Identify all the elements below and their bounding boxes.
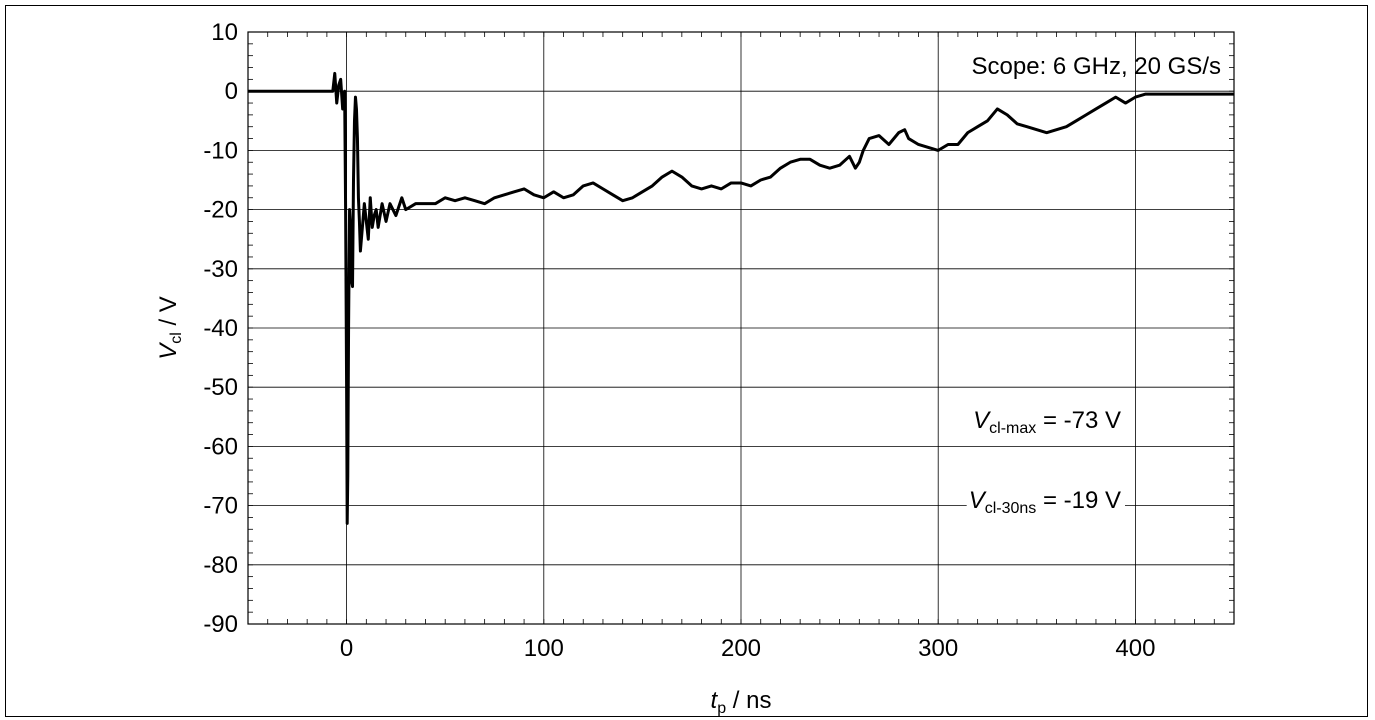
chart-svg: 0 100 200 300 400100-10-20-30-40-50-60-70-80… [155,19,1235,717]
v30-value: = -19 V [1036,487,1121,514]
grid [248,32,1234,624]
tick-labels: 0 100 200 300 400100-10-20-30-40-50-60-70-80… [203,19,1155,662]
x-tick-label: 300 [918,635,958,662]
y-tick-label: -80 [203,552,238,579]
chart-frame: 0 100 200 300 400 10 0 -10 -20 -30 -40 -50 -60 -70 -80… [5,5,1368,717]
x-axis-label: tp / ns [711,687,772,717]
vmax-annotation: Vcl-max = -73 V [973,407,1121,437]
y-tick-label: -20 [203,197,238,224]
y-tick-label: -70 [203,493,238,520]
y-axis-label-main: V [155,342,182,360]
y-tick-label: -10 [203,137,238,164]
plot-border [247,31,1235,625]
vmax-value: = -73 V [1036,407,1121,434]
vmax-sub: cl-max [989,420,1036,437]
minor-ticks [247,31,1235,625]
y-axis-label-unit: / V [155,296,182,332]
x-tick-label: 100 [524,635,564,662]
x-axis-label-main: t [711,687,719,714]
y-tick-label: -90 [203,611,238,638]
v30-main: V [969,487,987,514]
y-tick-label: 0 [225,78,238,105]
x-tick-label: 0 [340,635,353,662]
scope-annotation: Scope: 6 GHz, 20 GS/s [972,53,1221,80]
y-tick-label: -50 [203,374,238,401]
x-axis-label-unit: / ns [726,687,771,714]
y-tick-label: -60 [203,433,238,460]
v30-annotation: Vcl-30ns = -19 V [969,487,1121,517]
x-axis-label-sub: p [717,700,726,717]
v30-sub: cl-30ns [985,500,1037,517]
v30-annotation-background [966,487,1125,517]
y-tick-label: -40 [203,315,238,342]
y-axis-label-sub: cl [168,332,185,344]
vmax-main: V [973,407,991,434]
series-line [248,71,1234,525]
y-tick-label: 10 [211,19,238,46]
y-tick-label: -30 [203,256,238,283]
series-layer [248,71,1234,525]
x-tick-label: 400 [1115,635,1155,662]
x-tick-label: 200 [721,635,761,662]
y-axis-label: Vcl / V [155,296,185,360]
